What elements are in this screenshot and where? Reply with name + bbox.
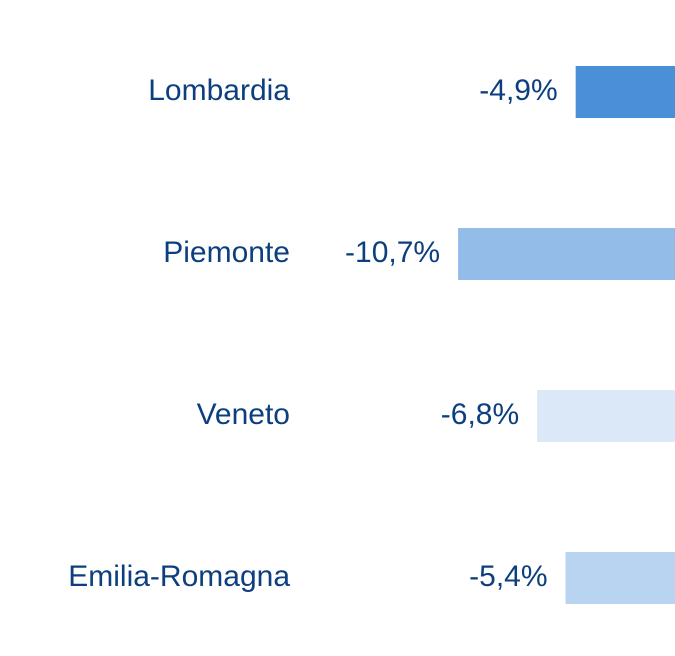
category-label: Lombardia: [148, 74, 290, 107]
value-label: -5,4%: [469, 560, 547, 593]
bar: [537, 390, 675, 442]
value-label: -6,8%: [441, 398, 519, 431]
value-label: -4,9%: [479, 74, 557, 107]
bar: [565, 552, 675, 604]
bar: [458, 228, 675, 280]
category-label: Piemonte: [163, 236, 290, 269]
category-label: Veneto: [197, 398, 290, 431]
bar: [575, 66, 675, 118]
value-label: -10,7%: [345, 236, 440, 269]
category-label: Emilia-Romagna: [68, 560, 290, 593]
